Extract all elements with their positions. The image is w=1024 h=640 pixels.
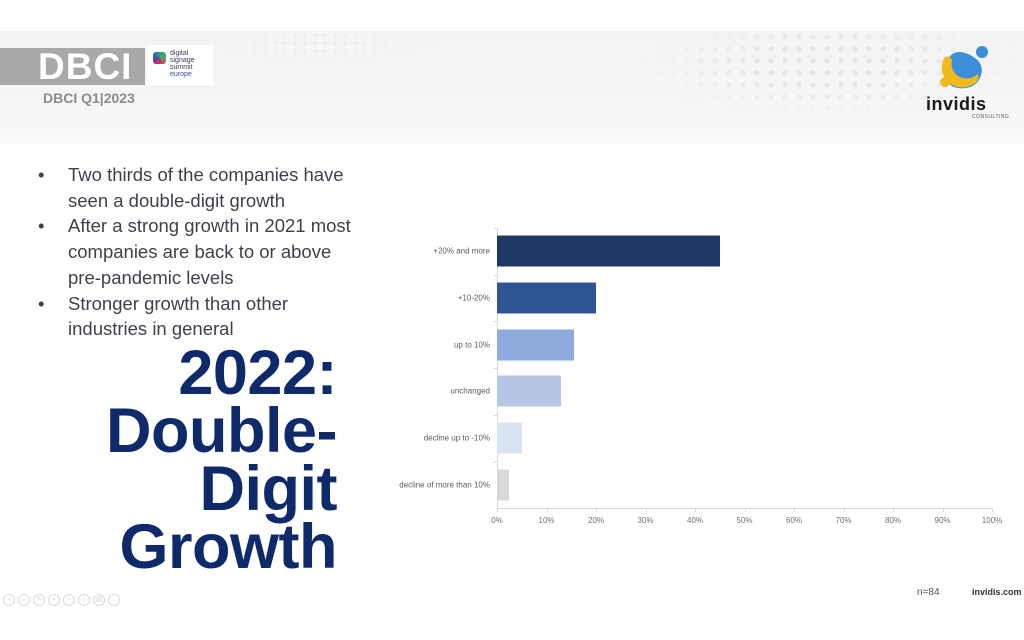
invidis-logo: invidis CONSULTING — [920, 42, 1010, 126]
bar — [497, 375, 562, 407]
bullet-item: • After a strong growth in 2021 most com… — [36, 213, 356, 290]
halftone-pattern — [540, 31, 1024, 145]
dbci-logo: DBCI — [0, 48, 145, 85]
y-axis — [497, 228, 498, 509]
y-tick — [494, 274, 497, 276]
bullet-icon: • — [38, 164, 45, 185]
x-tick — [546, 508, 548, 512]
x-tick — [497, 508, 498, 512]
bullet-icon: • — [38, 292, 45, 314]
category-label: +20% and more — [433, 246, 490, 256]
prev-slide-icon[interactable]: ‹ — [3, 594, 15, 606]
dss-logo-text: digital signage summit europe — [170, 50, 195, 78]
presentation-controls: ‹ › ✎ ▪ ⌕ ▭ ▤ … — [3, 594, 120, 606]
x-tick — [645, 508, 647, 512]
bullet-text: After a strong growth in 2021 most compa… — [68, 215, 351, 288]
bar — [497, 329, 574, 361]
bullet-item: • Stronger growth than other industries … — [36, 291, 356, 342]
x-tick-label: 0% — [491, 516, 503, 525]
x-tick — [992, 508, 993, 512]
x-tick — [843, 508, 845, 512]
y-tick — [494, 414, 497, 416]
y-tick — [494, 228, 497, 229]
dss-logo-icon — [153, 52, 166, 64]
bullet-icon: • — [38, 215, 45, 237]
pointer-icon[interactable]: ▪ — [48, 594, 60, 606]
x-tick-label: 80% — [884, 516, 902, 525]
x-tick-label: 100% — [981, 516, 1003, 525]
subtitles-icon[interactable]: ▭ — [78, 594, 90, 606]
y-tick — [494, 321, 497, 323]
x-tick — [695, 508, 696, 512]
x-axis — [497, 508, 992, 509]
invidis-logo-icon — [940, 46, 988, 89]
view-icon[interactable]: ▤ — [93, 594, 105, 606]
bar — [497, 469, 510, 501]
x-tick — [596, 508, 597, 512]
zoom-icon[interactable]: ⌕ — [63, 594, 75, 606]
bar — [497, 282, 596, 314]
sample-size: n=84 — [917, 587, 940, 598]
report-subtitle: DBCI Q1|2023 — [43, 90, 135, 106]
bar — [497, 422, 522, 454]
x-tick-label: 10% — [538, 516, 555, 525]
digital-signage-summit-logo: digital signage summit europe — [147, 45, 213, 85]
bullet-item: • Two thirds of the companies have seen … — [36, 162, 356, 213]
x-tick-label: 30% — [637, 516, 654, 525]
x-tick-label: 70% — [835, 516, 852, 525]
slide-title: 2022: Double- Digit Growth — [106, 338, 337, 582]
x-tick-label: 60% — [785, 516, 803, 525]
bullet-text: Two thirds of the companies have seen a … — [68, 164, 344, 211]
x-tick — [794, 508, 795, 512]
category-label: decline of more than 10% — [399, 480, 490, 490]
category-label: unchanged — [450, 386, 490, 396]
x-tick-label: 50% — [736, 516, 753, 525]
pen-icon[interactable]: ✎ — [33, 594, 45, 606]
x-tick — [744, 508, 746, 512]
more-options-icon[interactable]: … — [108, 594, 120, 606]
footer-url: invidis.com — [972, 587, 1022, 597]
y-tick — [494, 461, 497, 463]
x-tick-label: 20% — [587, 516, 605, 525]
invidis-wordmark: invidis — [926, 94, 987, 114]
y-tick — [494, 368, 497, 369]
invidis-tagline: CONSULTING — [972, 114, 1010, 120]
category-label: +10-20% — [457, 293, 490, 303]
x-tick-label: 40% — [686, 516, 704, 525]
x-tick-label: 90% — [934, 516, 951, 525]
x-tick — [893, 508, 894, 512]
category-label: decline up to -10% — [423, 433, 490, 443]
header-band — [0, 31, 1024, 145]
halftone-pattern — [200, 31, 500, 145]
bullet-text: Stronger growth than other industries in… — [68, 292, 289, 340]
bar — [497, 235, 720, 267]
x-tick — [942, 508, 944, 512]
category-label: up to 10% — [453, 340, 490, 350]
next-slide-icon[interactable]: › — [18, 594, 30, 606]
bullet-list: • Two thirds of the companies have seen … — [36, 162, 356, 342]
